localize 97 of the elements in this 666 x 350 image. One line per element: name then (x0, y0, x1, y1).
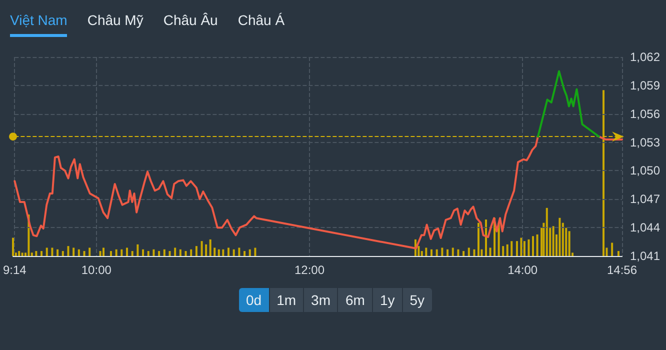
text: 1y (372, 288, 403, 312)
bar (484, 220, 487, 256)
bar (532, 236, 534, 256)
y-tick-label: 1,056 (630, 106, 660, 121)
text: Việt Nam (10, 12, 68, 37)
y-tick-label: 1,062 (630, 50, 660, 64)
bar (56, 249, 59, 256)
text: Châu Mỹ (87, 12, 144, 30)
bar (136, 244, 139, 256)
bar (205, 244, 208, 256)
bar (617, 251, 620, 256)
bar (558, 218, 561, 256)
x-tick-label: 10:00 (81, 263, 112, 277)
bar (425, 248, 428, 256)
y-tick-label: 1,050 (630, 164, 660, 178)
bar (152, 249, 155, 256)
bar (131, 251, 134, 256)
text: 0d (239, 288, 270, 312)
bar (12, 238, 14, 256)
line-series (536, 70, 600, 138)
y-tick-label: 1,041 (630, 249, 660, 263)
bar (222, 249, 224, 256)
bar (195, 246, 198, 256)
bar (528, 239, 530, 256)
x-tick-label: 12:00 (294, 263, 325, 277)
bar (40, 251, 43, 256)
bar (184, 251, 187, 256)
bar (115, 249, 118, 256)
y-tick-label: 1,047 (630, 192, 660, 206)
bar (179, 249, 182, 256)
bar (498, 222, 500, 256)
bar (520, 238, 522, 256)
bar (99, 251, 102, 256)
bar (510, 241, 513, 256)
bar (218, 249, 220, 256)
bar (174, 248, 176, 256)
text: Châu Á (238, 12, 285, 30)
bar (238, 248, 240, 256)
text: Châu Âu (163, 12, 218, 30)
text: 1m (270, 288, 304, 312)
bar (568, 231, 570, 256)
bar (46, 248, 48, 256)
bar (536, 234, 538, 256)
bar (67, 246, 70, 256)
bar (209, 239, 212, 256)
bar (457, 249, 460, 256)
x-tick-label: 9:14 (3, 263, 27, 277)
bar (468, 248, 470, 256)
y-tick-label: 1,059 (630, 78, 660, 92)
bar (120, 249, 123, 256)
text: 5y (402, 288, 432, 312)
x-tick-label: 14:00 (508, 263, 538, 277)
bar (83, 251, 86, 256)
bar (611, 242, 614, 256)
bar (158, 251, 160, 256)
text: 6m (338, 288, 373, 312)
bar (102, 248, 104, 256)
bar (506, 244, 508, 256)
bar (441, 248, 444, 256)
x-tick-label: 14:56 (606, 263, 638, 277)
bar (88, 248, 91, 256)
bar (200, 241, 203, 256)
bar (244, 251, 246, 256)
bar (72, 248, 75, 256)
bar (35, 251, 38, 256)
bar (462, 251, 465, 256)
bar (147, 251, 150, 256)
y-tick-label: 1,053 (630, 135, 660, 150)
text: 3m (304, 288, 338, 312)
bar (430, 249, 432, 256)
bar (142, 249, 144, 256)
bar (473, 249, 476, 256)
bar (232, 249, 235, 256)
bar (502, 246, 504, 256)
bar (126, 248, 128, 256)
bar (21, 252, 24, 256)
bar (523, 241, 526, 256)
bar (446, 249, 449, 256)
bar (18, 251, 20, 256)
bar (452, 248, 454, 256)
bar (228, 248, 230, 256)
bar (248, 249, 251, 256)
bar (552, 226, 554, 256)
bar (546, 208, 548, 256)
bar (62, 251, 64, 256)
bar (478, 222, 480, 256)
bar (436, 249, 438, 256)
bar (214, 248, 216, 256)
bar (516, 241, 518, 256)
bar (190, 249, 192, 256)
bar (163, 249, 166, 256)
bar (78, 249, 80, 256)
bar (110, 251, 112, 256)
y-tick-label: 1,044 (630, 220, 660, 235)
bar (489, 248, 492, 256)
bar (51, 248, 54, 256)
bar (168, 251, 171, 256)
